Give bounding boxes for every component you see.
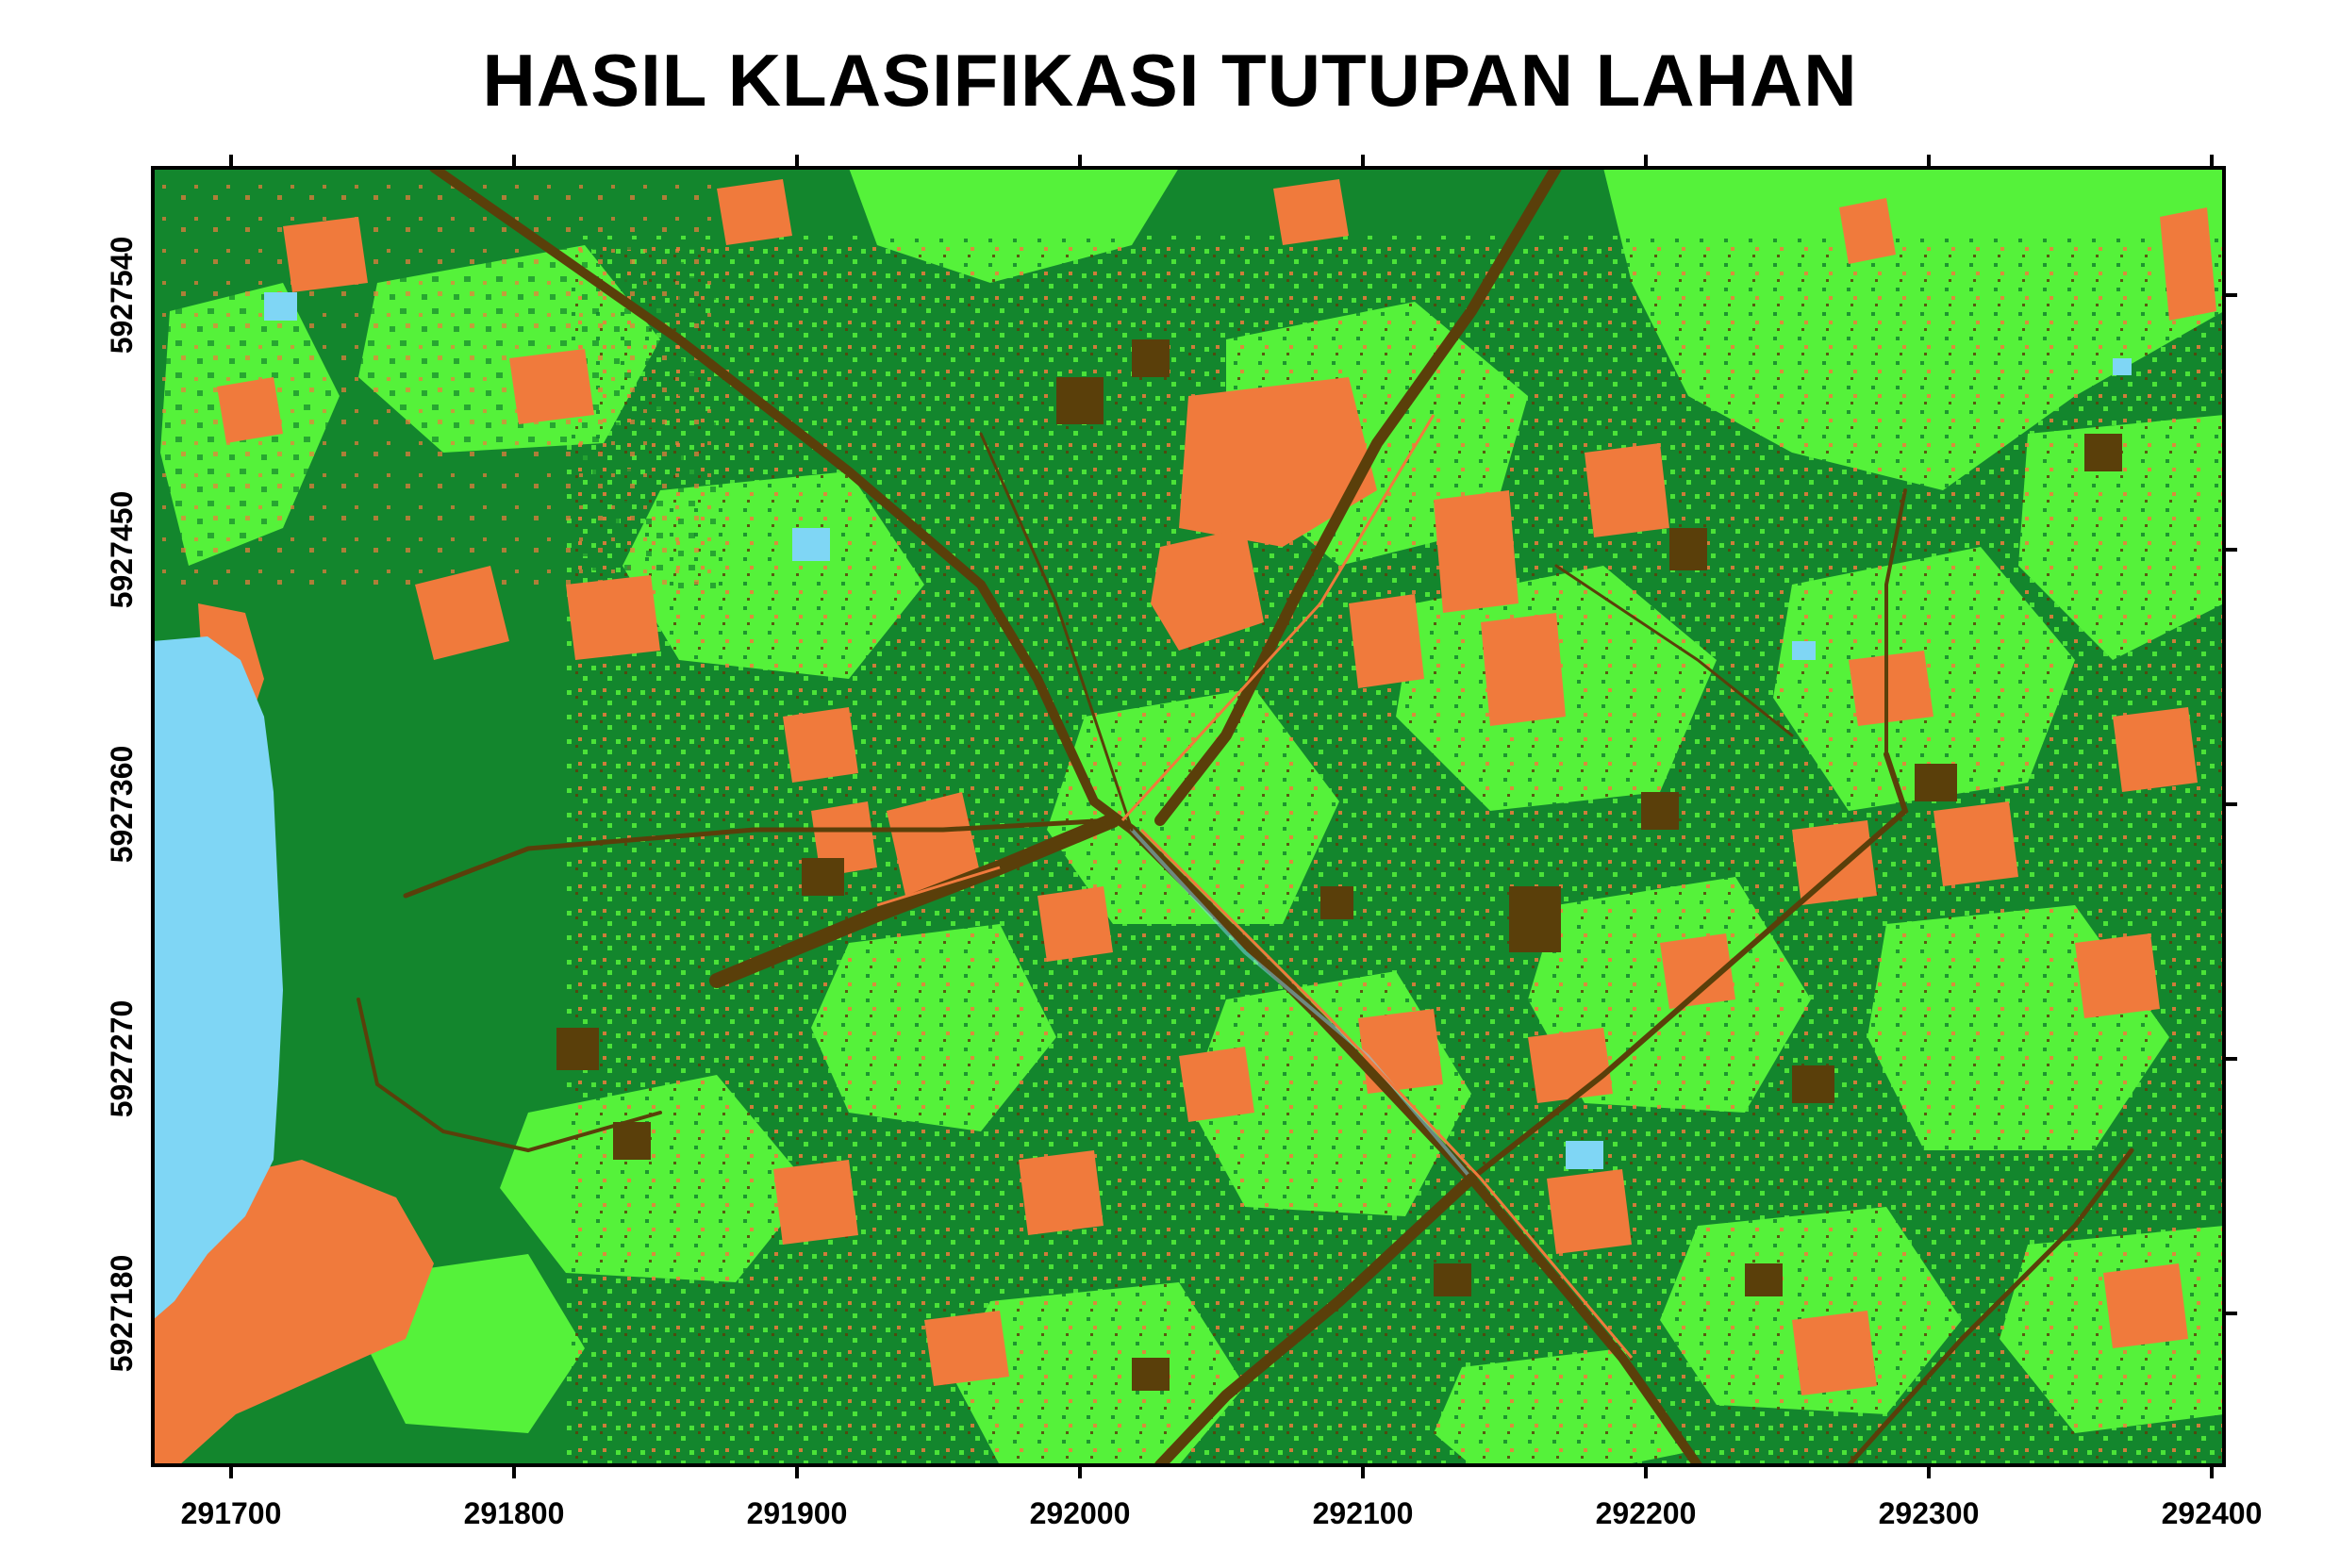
y-tick-label: 5927270: [105, 1000, 139, 1118]
x-ticks-top: [229, 155, 2214, 168]
map-frame: [151, 166, 2226, 1467]
road-network: [357, 168, 2134, 1465]
x-tick-label: 291700: [181, 1496, 282, 1530]
y-ticks-right: [2224, 293, 2237, 1315]
y-tick-label: 5927540: [105, 237, 139, 355]
classification-raster: [153, 168, 2224, 1465]
lake-water: [153, 636, 283, 1320]
x-tick-label: 292000: [1030, 1496, 1131, 1530]
y-tick-label: 5927450: [105, 491, 139, 609]
vegetation-texture: [153, 168, 719, 592]
x-tick-label: 291900: [747, 1496, 848, 1530]
x-tick-label: 292300: [1879, 1496, 1980, 1530]
y-tick-label: 5927360: [105, 746, 139, 864]
y-tick-label: 5927180: [105, 1255, 139, 1373]
x-tick-label: 292100: [1313, 1496, 1414, 1530]
road-edges: [876, 414, 1634, 1359]
ponds-layer: [264, 292, 2132, 1169]
map-title: HASIL KLASIFIKASI TUTUPAN LAHAN: [482, 39, 1858, 122]
x-tick-label: 292200: [1596, 1496, 1697, 1530]
x-tick-label: 291800: [464, 1496, 565, 1530]
x-tick-label: 292400: [2162, 1496, 2263, 1530]
dark-features-layer: [556, 339, 2122, 1391]
y-labels-left: 5927540 5927450 5927360 5927270 5927180: [105, 237, 139, 1373]
x-ticks-bottom: 291700 291800 291900 292000 292100 292200 2923…: [181, 1465, 2263, 1530]
built-up-layer: [217, 179, 2216, 1395]
